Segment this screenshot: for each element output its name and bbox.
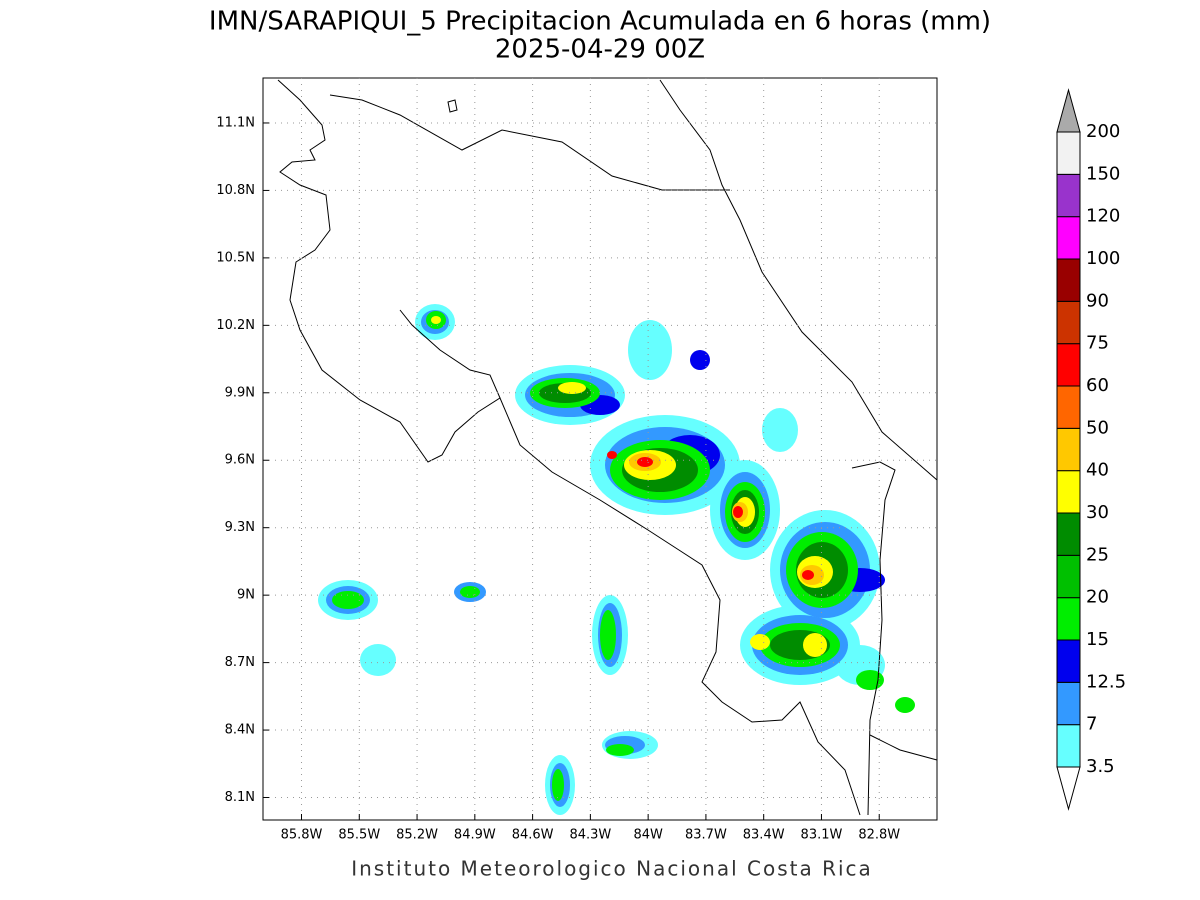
colorbar-box xyxy=(1056,343,1081,387)
colorbar-label: 3.5 xyxy=(1086,756,1115,777)
x-tick-label: 85.5W xyxy=(338,828,380,843)
y-tick-label: 9.6N xyxy=(225,453,255,468)
colorbar-label: 7 xyxy=(1086,714,1097,735)
x-tick-label: 85.2W xyxy=(396,828,438,843)
colorbar-label: 60 xyxy=(1086,375,1109,396)
x-tick-label: 84.6W xyxy=(512,828,554,843)
colorbar-label: 90 xyxy=(1086,290,1109,311)
footer: Instituto Meteorologico Nacional Costa R… xyxy=(351,857,873,881)
colorbar-label: 75 xyxy=(1086,333,1109,354)
title: IMN/SARAPIQUI_5 Precipitacion Acumulada … xyxy=(209,7,991,37)
map-frame xyxy=(262,77,938,821)
colorbar-max-triangle xyxy=(1056,88,1081,133)
colorbar-box xyxy=(1056,300,1081,345)
colorbar-label: 120 xyxy=(1086,206,1120,227)
colorbar-box xyxy=(1056,639,1081,683)
colorbar-label: 200 xyxy=(1086,121,1120,142)
colorbar-label: 30 xyxy=(1086,502,1109,523)
y-tick-label: 11.1N xyxy=(216,115,255,130)
y-tick-label: 8.7N xyxy=(225,655,255,670)
colorbar-label: 12.5 xyxy=(1086,671,1126,692)
colorbar-box xyxy=(1056,173,1081,218)
colorbar-box xyxy=(1056,427,1081,472)
y-tick-label: 8.1N xyxy=(225,790,255,805)
x-tick-label: 84W xyxy=(633,828,663,843)
colorbar-min-triangle xyxy=(1056,766,1081,811)
colorbar-box xyxy=(1056,724,1081,768)
colorbar-box xyxy=(1056,258,1081,302)
y-tick-label: 8.4N xyxy=(225,723,255,738)
precipitation-field xyxy=(318,304,915,815)
x-tick-label: 83.1W xyxy=(801,828,843,843)
y-tick-label: 9.9N xyxy=(225,385,255,400)
x-tick-label: 82.8W xyxy=(858,828,900,843)
y-tick-label: 10.2N xyxy=(216,318,255,333)
colorbar-label: 25 xyxy=(1086,544,1109,565)
colorbar-label: 100 xyxy=(1086,248,1120,269)
colorbar-label: 20 xyxy=(1086,587,1109,608)
colorbar-box xyxy=(1056,512,1081,556)
x-tick-label: 83.7W xyxy=(685,828,727,843)
subtitle: 2025-04-29 00Z xyxy=(495,35,705,65)
x-tick-label: 83.4W xyxy=(743,828,785,843)
colorbar-box xyxy=(1056,554,1081,599)
colorbar-box xyxy=(1056,216,1081,260)
x-tick-label: 84.3W xyxy=(569,828,611,843)
colorbar-label: 50 xyxy=(1086,417,1109,438)
colorbar-box xyxy=(1056,131,1081,175)
x-tick-label: 84.9W xyxy=(454,828,496,843)
colorbar-box xyxy=(1056,597,1081,641)
y-tick-label: 9.3N xyxy=(225,520,255,535)
colorbar-box xyxy=(1056,470,1081,514)
colorbar-label: 15 xyxy=(1086,629,1109,650)
y-tick-label: 10.5N xyxy=(216,250,255,265)
coastline xyxy=(277,79,938,816)
y-tick-label: 9N xyxy=(237,588,255,603)
y-tick-label: 10.8N xyxy=(216,183,255,198)
colorbar-box xyxy=(1056,681,1081,726)
x-tick-label: 85.8W xyxy=(281,828,323,843)
colorbar-box xyxy=(1056,385,1081,429)
colorbar-label: 40 xyxy=(1086,460,1109,481)
colorbar-label: 150 xyxy=(1086,163,1120,184)
